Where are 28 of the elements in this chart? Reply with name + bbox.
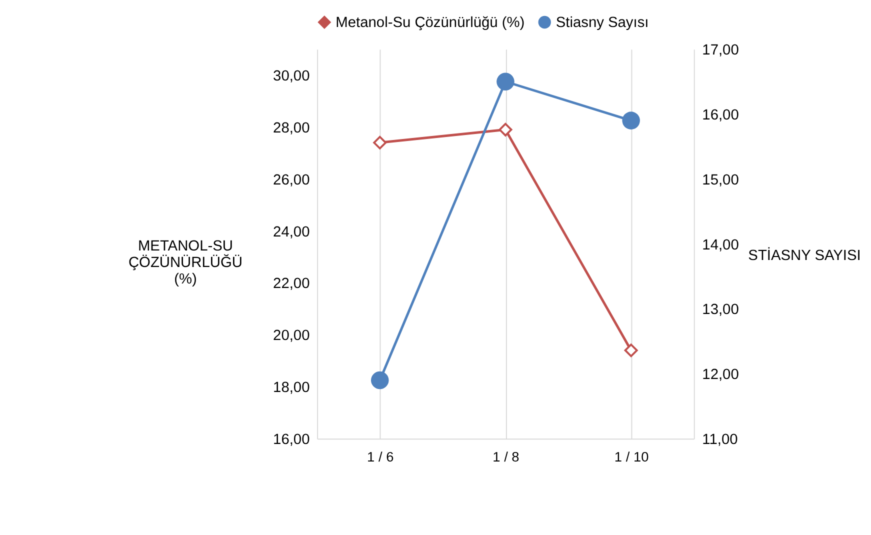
y2-tick-label: 12,00 bbox=[702, 367, 739, 384]
y2-tick-label: 17,00 bbox=[702, 42, 739, 59]
x-tick-label: 1 / 6 bbox=[367, 450, 394, 465]
point bbox=[498, 122, 512, 136]
y2-tick-label: 11,00 bbox=[702, 432, 738, 448]
y-tick-label: 22,00 bbox=[273, 276, 310, 292]
x-tick-label: 1 / 8 bbox=[492, 450, 520, 465]
y-tick-label: 20,00 bbox=[273, 328, 310, 344]
point bbox=[622, 112, 640, 130]
y-axis-title: METANOL-SU ÇÖZÜNÜRLÜĞÜ (%) bbox=[128, 238, 242, 288]
y-tick-label: 26,00 bbox=[273, 172, 310, 188]
y2-tick-label: 16,00 bbox=[702, 107, 739, 124]
y-tick-label: 28,00 bbox=[273, 120, 310, 136]
legend-label: Metanol-Su Çözünürlüğü (%) bbox=[336, 15, 525, 32]
y2-tick-label: 13,00 bbox=[702, 302, 739, 318]
point bbox=[373, 136, 387, 150]
y-tick-label: 24,00 bbox=[273, 224, 310, 240]
y2-tick-label: 15,00 bbox=[702, 172, 739, 188]
point bbox=[624, 344, 638, 358]
y-tick-label: 16,00 bbox=[273, 432, 310, 448]
y2-axis-title: STİASNY SAYISI bbox=[748, 247, 861, 264]
y2-tick-label: 14,00 bbox=[702, 237, 739, 254]
point bbox=[496, 72, 514, 90]
y-tick-label: 18,00 bbox=[273, 380, 310, 396]
y-tick-label: 30,00 bbox=[273, 68, 310, 84]
legend-label: Stiasny Sayısı bbox=[556, 15, 649, 32]
x-tick-label: 1 / 10 bbox=[614, 450, 650, 465]
point bbox=[370, 371, 389, 390]
